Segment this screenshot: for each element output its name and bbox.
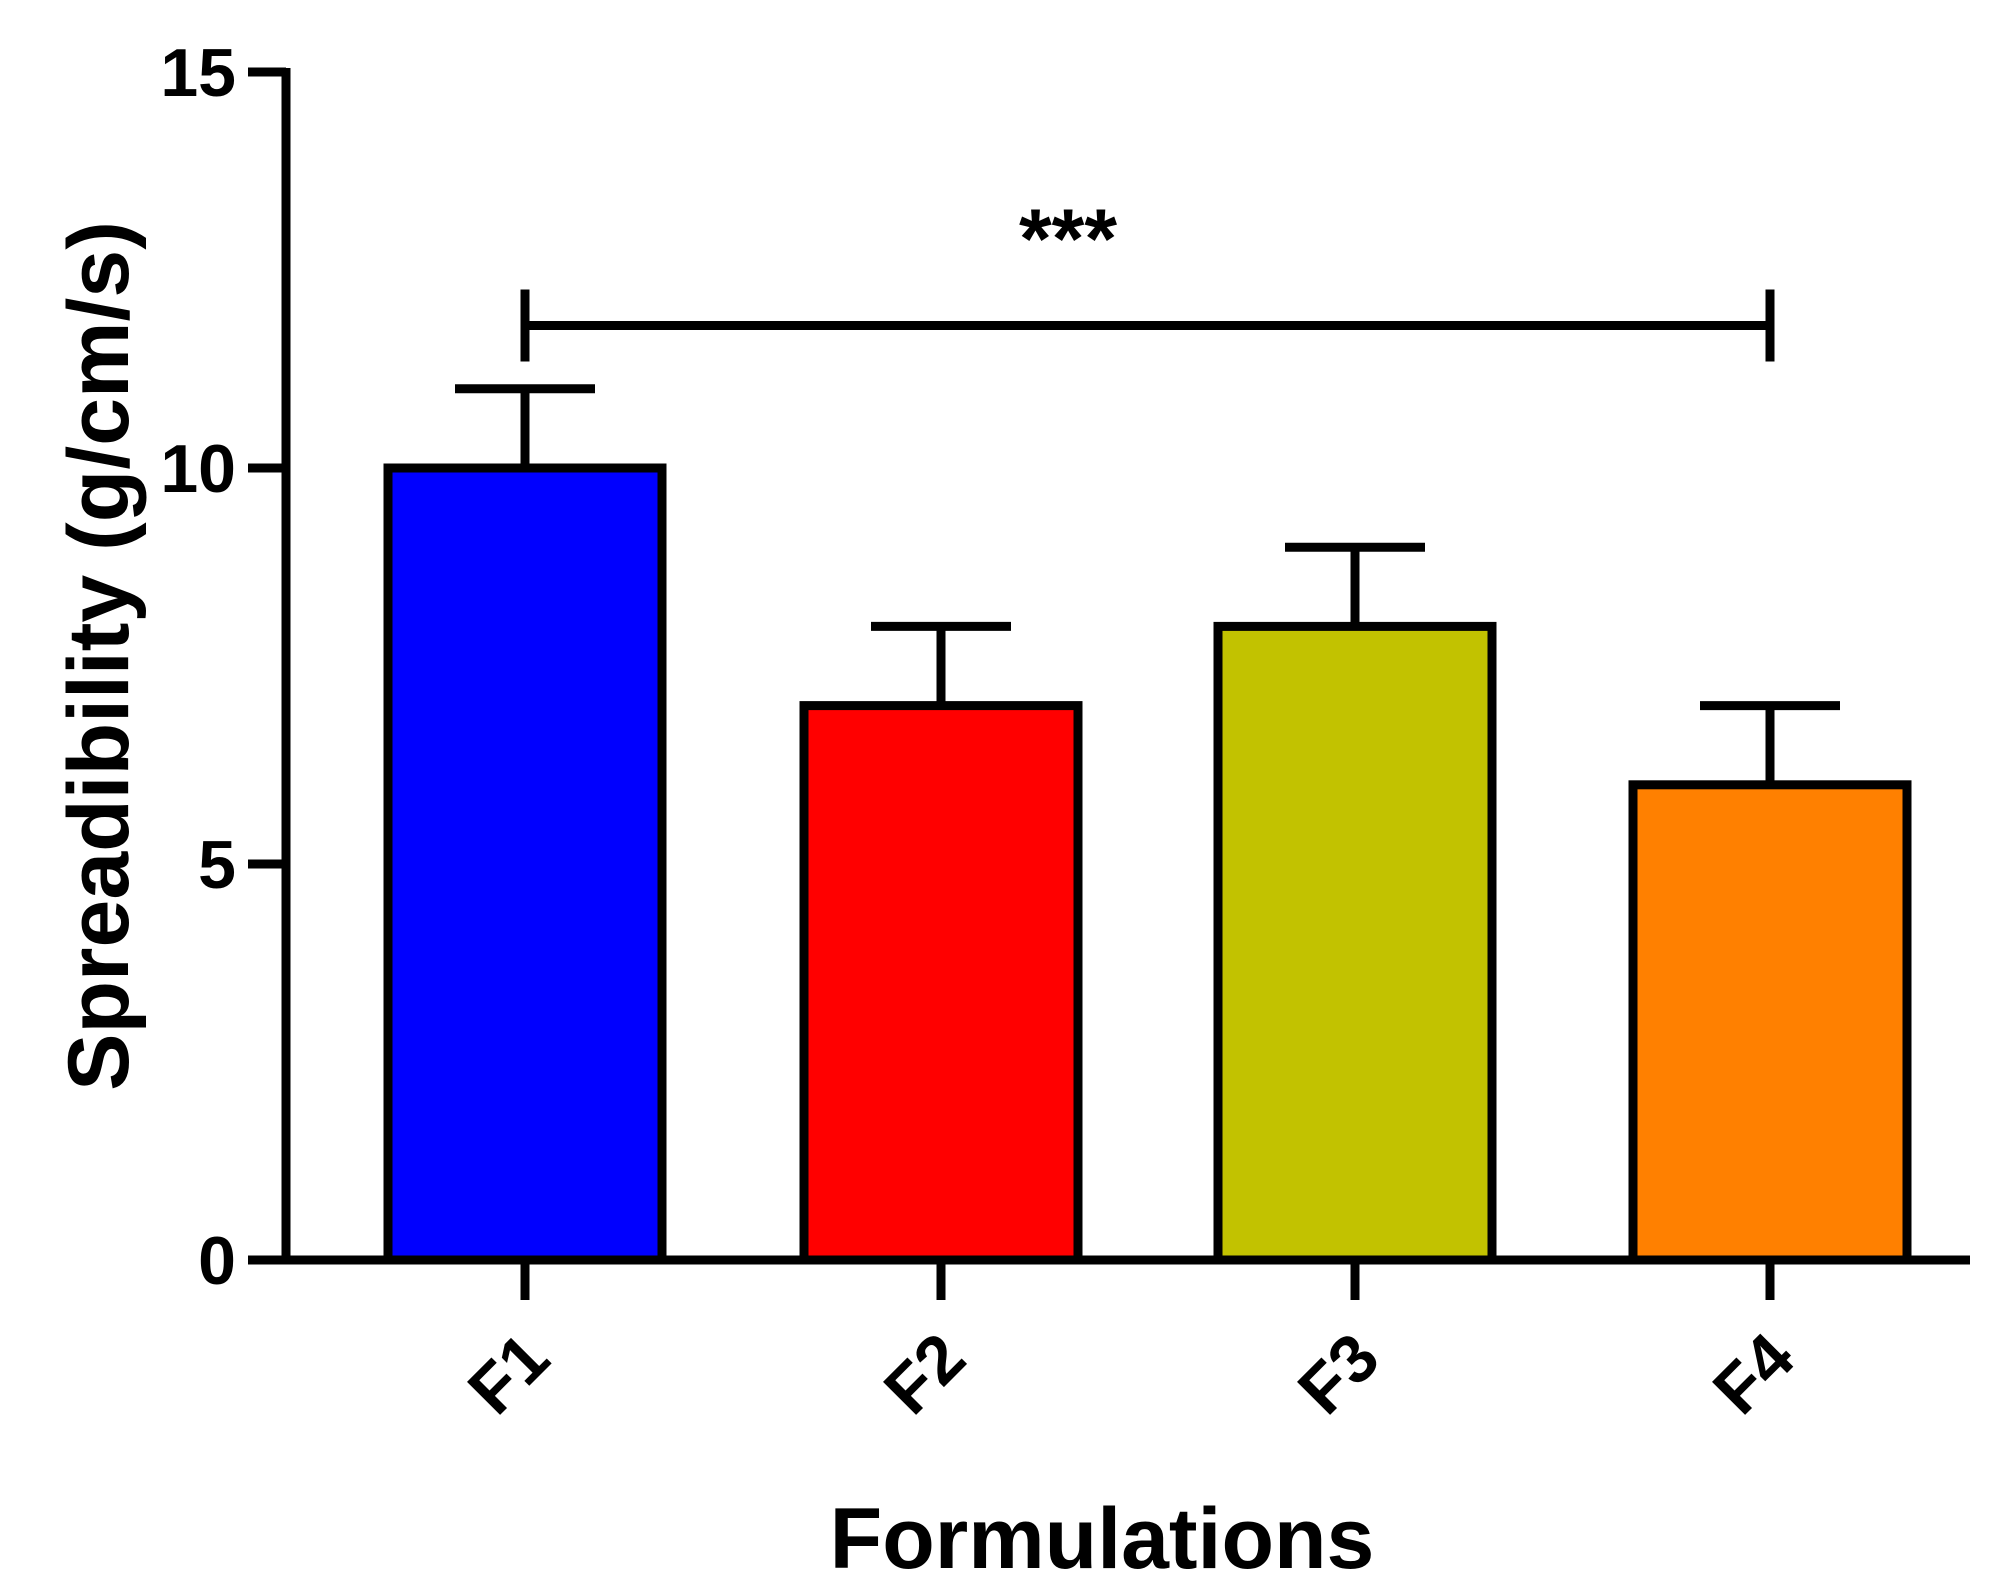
x-tick-label: F4 xyxy=(1699,1319,1809,1429)
y-tick-label: 10 xyxy=(160,431,236,507)
x-tick-label: F1 xyxy=(454,1319,564,1429)
significance-label: *** xyxy=(1019,191,1117,285)
y-tick-label: 5 xyxy=(198,827,236,903)
bar-f1 xyxy=(383,463,667,1265)
y-ticks-group: 0 5 10 15 xyxy=(160,35,286,1299)
bar-f3 xyxy=(1213,621,1497,1265)
bar-f2 xyxy=(799,701,1083,1265)
x-ticks-group: F1 F2 F3 F4 xyxy=(454,1260,1809,1429)
bars-group xyxy=(383,463,1912,1265)
error-bars-group xyxy=(455,384,1840,785)
axes-group xyxy=(281,68,1970,1265)
y-axis-title: Spreadibility (g/cm/s) xyxy=(51,221,147,1091)
significance-group: *** xyxy=(520,191,1775,362)
y-tick-label: 0 xyxy=(198,1223,236,1299)
x-tick-label: F2 xyxy=(870,1319,980,1429)
y-tick-label: 15 xyxy=(160,35,236,111)
bar-f4 xyxy=(1628,780,1912,1265)
x-tick-label: F3 xyxy=(1284,1319,1394,1429)
x-axis-title: Formulations xyxy=(830,1491,1375,1587)
